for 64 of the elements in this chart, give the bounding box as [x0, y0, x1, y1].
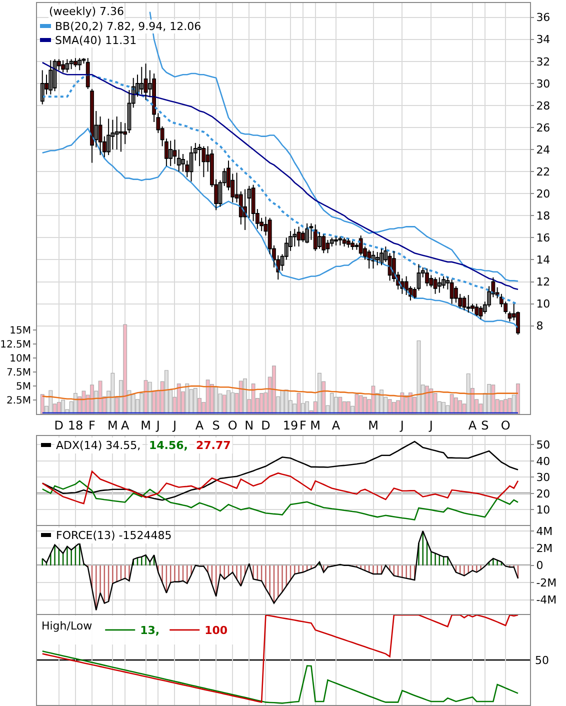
x-tick-label: F [88, 418, 96, 432]
legend-title: (weekly) 7.36 [49, 5, 124, 18]
y2-tick-label: 15M [10, 326, 31, 337]
y-tick-label: 50 [536, 438, 550, 452]
legend-title: High/Low [41, 620, 92, 633]
y-tick-label: 18 [536, 210, 550, 223]
y-tick-label: 0 [536, 559, 544, 572]
x-tick-label: O [228, 418, 238, 432]
x-tick-label: S [212, 418, 220, 432]
y-tick-label: 10 [536, 298, 550, 311]
y2-tick-label: 10M [10, 354, 31, 365]
x-tick-label: J [428, 418, 433, 432]
series-label: FORCE(13) -1524485 [56, 529, 172, 542]
x-tick-label: J [172, 418, 177, 432]
y2-tick-label: 2.5M [6, 396, 31, 407]
y2-tick-label: 12.5M [0, 340, 31, 351]
y-tick-label: 12 [536, 276, 550, 289]
x-tick-label: A [195, 418, 204, 432]
y-tick-label: 36 [536, 11, 550, 24]
y-tick-label: 14 [536, 254, 550, 267]
legend-label: 13, [140, 624, 160, 638]
y2-tick-label: 7.5M [6, 368, 31, 379]
y-tick-label: 10 [536, 504, 550, 517]
legend-label: 100 [204, 624, 228, 638]
x-tick-label: J [155, 418, 160, 432]
x-tick-label: M [368, 418, 378, 432]
text: 27.77 [196, 439, 231, 452]
x-tick-label: M [310, 418, 321, 432]
y-tick-label: 30 [536, 77, 550, 90]
x-tick-label: D [54, 418, 64, 432]
x-tick-label: N [244, 418, 254, 432]
y-tick-label: 30 [536, 471, 550, 484]
y-tick-label: 32 [536, 55, 550, 68]
y-tick-label: 22 [536, 165, 550, 178]
y-tick-label: 26 [536, 121, 550, 134]
x-tick-label: A [120, 418, 130, 432]
y-tick-label: 20 [536, 487, 550, 500]
legend-label: ADX(14) 34.55, [56, 439, 141, 452]
y-tick-label: 2M [536, 542, 553, 556]
y-tick-label: 4M [536, 524, 553, 538]
x-tick-label: M [140, 418, 151, 432]
x-tick-label: J [399, 418, 404, 432]
x-tick-label: S [481, 418, 489, 432]
y-tick-label: 40 [536, 454, 550, 468]
x-tick-label: M [108, 418, 118, 432]
y-tick-label: 20 [536, 187, 550, 200]
y-tick-label: -4M [536, 594, 557, 607]
y-tick-label: 16 [536, 232, 550, 245]
legend-label: SMA(40) 11.31 [55, 34, 137, 47]
x-tick-label: 18 [68, 418, 84, 432]
x-tick-label: 19 [282, 418, 298, 432]
legend-label: BB(20,2) 7.82, 9.94, 12.06 [55, 20, 202, 33]
y-tick-label: -2M [536, 576, 557, 590]
text: 14.56, [149, 439, 188, 452]
x-tick-label: D [261, 418, 270, 432]
y-tick-label: 28 [536, 99, 550, 112]
x-tick-label: O [500, 418, 510, 432]
x-tick-label: F [299, 418, 306, 432]
y2-tick-label: 5M [16, 382, 31, 393]
y-tick-label: 8 [536, 320, 544, 333]
y-tick-label: 34 [536, 33, 550, 46]
x-tick-label: A [468, 418, 478, 432]
x-tick-label: A [332, 418, 341, 432]
y-tick-label: 24 [536, 143, 550, 156]
